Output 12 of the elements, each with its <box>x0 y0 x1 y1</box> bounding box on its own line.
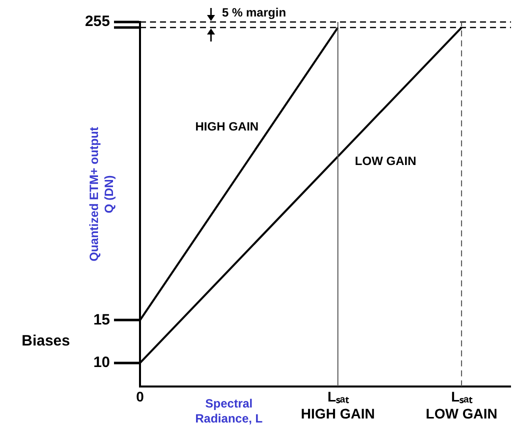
series-label: LOW GAIN <box>354 154 416 168</box>
x-tick-label: 0 <box>136 388 144 405</box>
y-tick-label: 255 <box>84 13 110 30</box>
text: 5 % margin <box>222 5 286 20</box>
y-tick-label: 15 <box>93 311 110 328</box>
x-axis-title: Spectral Radiance, L <box>195 396 263 426</box>
x-tick-label: Lₛₐₜ LOW GAIN <box>426 388 498 422</box>
text: Biases <box>22 332 70 350</box>
y-tick-label: 10 <box>93 354 110 372</box>
x-tick-label: Lₛₐₜ HIGH GAIN <box>300 388 375 422</box>
series-label: HIGH GAIN <box>195 119 259 134</box>
y-axis-title: Quantized ETM+ output Q (DN) <box>86 127 116 262</box>
